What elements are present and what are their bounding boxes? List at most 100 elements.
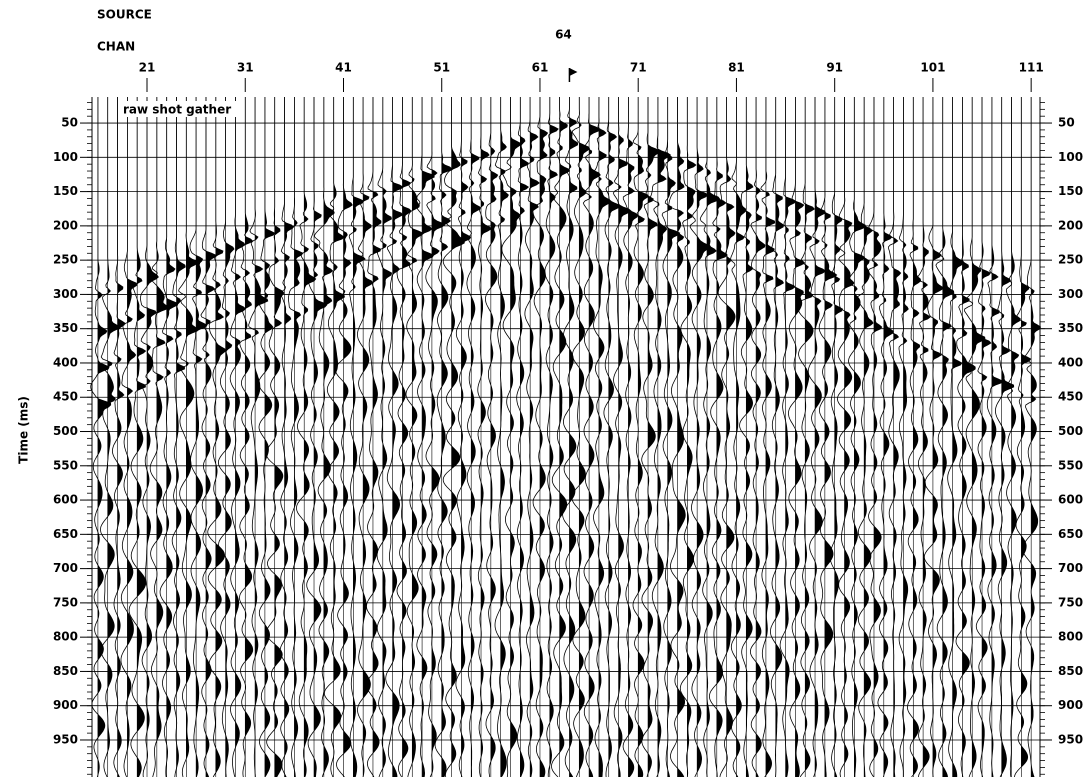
trace-wiggle [769,97,785,777]
trace-fill [697,97,710,777]
trace-wiggle [306,97,328,777]
trace-wiggle [348,97,366,777]
trace-fill [736,97,746,777]
y-tick-label: 650 [53,527,78,541]
x-tick-label: 21 [139,61,156,75]
trace-wiggle [975,97,992,777]
trace-wiggle [323,97,345,777]
trace-fill [982,97,991,777]
trace-fill [540,97,548,777]
trace-wiggle [258,97,276,777]
trace-wiggle [524,97,540,777]
trace-wiggle [760,97,776,777]
trace-fill [363,97,373,777]
y-tick-label: 100 [53,150,78,164]
trace-wiggle [248,97,269,777]
traces [90,97,1042,777]
y-tick-label: 600 [1058,493,1083,507]
trace-wiggle [787,97,806,777]
trace-fill [461,97,471,777]
trace-wiggle [749,97,766,777]
trace-wiggle [434,97,453,777]
trace-wiggle [189,97,208,777]
trace-fill [264,97,275,777]
trace-wiggle [296,97,317,777]
trace-fill [156,97,169,777]
trace-wiggle [366,97,382,777]
source-flag [569,68,578,76]
trace-fill [687,97,696,777]
trace-wiggle [149,97,169,777]
trace-fill [824,97,837,777]
trace-fill [746,97,753,777]
trace-wiggle [632,97,649,777]
trace-fill [795,97,805,777]
trace-wiggle [1022,97,1042,777]
trace-fill [579,97,590,777]
title-background [119,101,237,117]
trace-fill [451,97,465,777]
trace-fill [942,97,954,777]
trace-wiggle [779,97,797,777]
trace-fill [1011,97,1021,777]
trace-wiggle [829,97,844,777]
x-tick-label: 61 [532,61,549,75]
y-tick-label: 350 [1058,321,1083,335]
trace-wiggle [818,97,838,777]
trace-wiggle [171,97,186,777]
y-tick-label: 150 [1058,184,1083,198]
trace-wiggle [207,97,227,777]
y-tick-label: 950 [53,732,78,746]
y-tick-label: 200 [1058,218,1083,232]
y-tick-label: 500 [1058,424,1083,438]
trace-wiggle [887,97,902,777]
trace-wiggle [593,97,612,777]
trace-wiggle [516,97,530,777]
trace-wiggle [603,97,621,777]
trace-fill [805,97,815,777]
trace-wiggle [501,97,521,777]
trace-wiggle [120,97,138,777]
trace-wiggle [708,97,728,777]
trace-wiggle [159,97,179,777]
trace-wiggle [376,97,393,777]
trace-fill [314,97,327,777]
trace-fill [294,97,303,777]
trace-fill [323,97,335,777]
trace-fill [608,97,620,777]
trace-wiggle [100,97,120,777]
y-tick-label: 750 [53,595,78,609]
trace-wiggle [90,97,112,777]
y-tick-label: 900 [1058,698,1083,712]
x-tick-label: 71 [630,61,647,75]
y-tick-label: 450 [1058,390,1083,404]
trace-fill [952,97,965,777]
trace-fill [1031,97,1041,777]
trace-fill [382,97,392,777]
trace-wiggle [641,97,661,777]
trace-wiggle [622,97,639,777]
trace-fill [176,97,186,777]
trace-wiggle [335,97,353,777]
trace-wiggle [178,97,199,777]
trace-wiggle [916,97,931,777]
y-tick-label: 700 [53,561,78,575]
trace-wiggle [964,97,986,777]
x-tick-label: 91 [826,61,843,75]
trace-fill [530,97,540,777]
trace-wiggle [898,97,909,777]
y-tick-label: 300 [1058,287,1083,301]
trace-wiggle [582,97,601,777]
trace-wiggle [544,97,559,777]
y-tick-label: 550 [1058,458,1083,472]
trace-wiggle [396,97,412,777]
trace-wiggle [425,97,446,777]
trace-fill [333,97,345,777]
trace-wiggle [867,97,883,777]
y-tick-label: 750 [1058,595,1083,609]
trace-wiggle [836,97,855,777]
trace-fill [1001,97,1014,777]
trace-wiggle [128,97,147,777]
